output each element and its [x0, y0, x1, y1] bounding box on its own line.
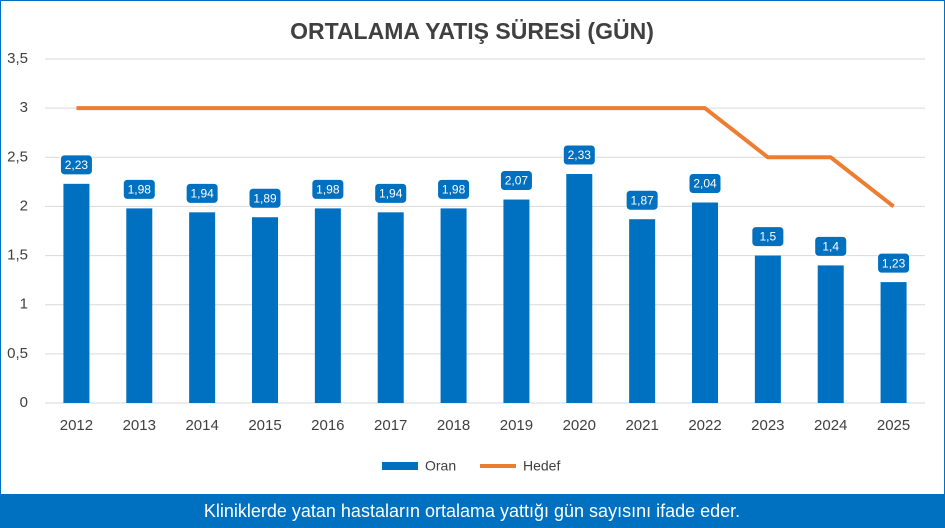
x-tick-label: 2014 [185, 417, 218, 434]
x-tick-label: 2012 [60, 417, 93, 434]
data-label-box [311, 178, 345, 200]
data-label: 1,98 [316, 183, 340, 197]
data-label: 1,98 [442, 183, 466, 197]
bar [817, 265, 844, 403]
bar [629, 219, 656, 403]
x-tick-label: 2015 [248, 417, 281, 434]
y-tick-label: 0,5 [7, 345, 28, 362]
bar [314, 208, 341, 403]
y-tick-label: 3,5 [7, 50, 28, 67]
bar [377, 212, 404, 403]
data-label-box [122, 178, 156, 200]
y-tick-label: 1,5 [7, 247, 28, 264]
y-tick-label: 2 [20, 197, 28, 214]
data-label: 1,87 [630, 193, 654, 207]
bar [63, 183, 90, 403]
data-label: 2,04 [693, 177, 717, 191]
x-tick-label: 2024 [814, 417, 847, 434]
data-label-box [185, 182, 219, 204]
x-tick-label: 2017 [374, 417, 407, 434]
x-tick-label: 2025 [877, 417, 910, 434]
bar [692, 202, 718, 403]
legend-swatch [382, 462, 418, 470]
bar [440, 208, 467, 403]
data-label-box [688, 172, 722, 194]
data-label-box [877, 252, 911, 274]
x-tick-label: 2016 [311, 417, 344, 434]
data-label-box [248, 187, 282, 209]
footer-band [0, 494, 945, 528]
data-label-box [751, 226, 785, 248]
bar [252, 217, 278, 403]
data-label-box [814, 235, 848, 257]
legend-label: Hedef [523, 458, 560, 474]
data-label: 1,4 [822, 240, 839, 254]
data-label-box [562, 144, 596, 166]
data-label: 1,5 [760, 230, 777, 244]
x-tick-label: 2018 [437, 417, 470, 434]
bar [566, 173, 593, 403]
data-label-box [625, 189, 659, 211]
x-tick-label: 2020 [563, 417, 596, 434]
line [76, 106, 895, 209]
y-tick-label: 0 [20, 394, 28, 411]
y-tick-label: 3 [20, 99, 28, 116]
data-label-box [437, 178, 471, 200]
bar [754, 255, 781, 403]
data-label: 2,33 [568, 148, 592, 162]
data-label-box [59, 154, 93, 176]
data-label: 1,98 [128, 183, 152, 197]
data-label: 2,07 [505, 174, 529, 188]
data-label: 1,89 [253, 191, 277, 205]
legend-label: Oran [425, 458, 456, 474]
data-label-box [374, 182, 408, 204]
bar [880, 282, 907, 403]
data-label-box [499, 170, 533, 192]
x-tick-label: 2019 [500, 417, 533, 434]
x-tick-label: 2021 [625, 417, 658, 434]
data-label: 2,23 [65, 158, 89, 172]
x-tick-label: 2013 [123, 417, 156, 434]
bar [189, 212, 216, 403]
x-tick-label: 2023 [751, 417, 784, 434]
y-tick-label: 1 [20, 296, 28, 313]
data-label: 1,94 [379, 186, 403, 200]
bar [126, 208, 153, 403]
data-label: 1,23 [882, 256, 906, 270]
y-tick-label: 2,5 [7, 148, 28, 165]
footer-text: Kliniklerde yatan hastaların ortalama ya… [204, 501, 740, 521]
x-tick-label: 2022 [688, 417, 721, 434]
bar [503, 199, 530, 403]
data-label: 1,94 [190, 186, 214, 200]
chart-title: ORTALAMA YATIŞ SÜRESİ (GÜN) [290, 18, 654, 44]
